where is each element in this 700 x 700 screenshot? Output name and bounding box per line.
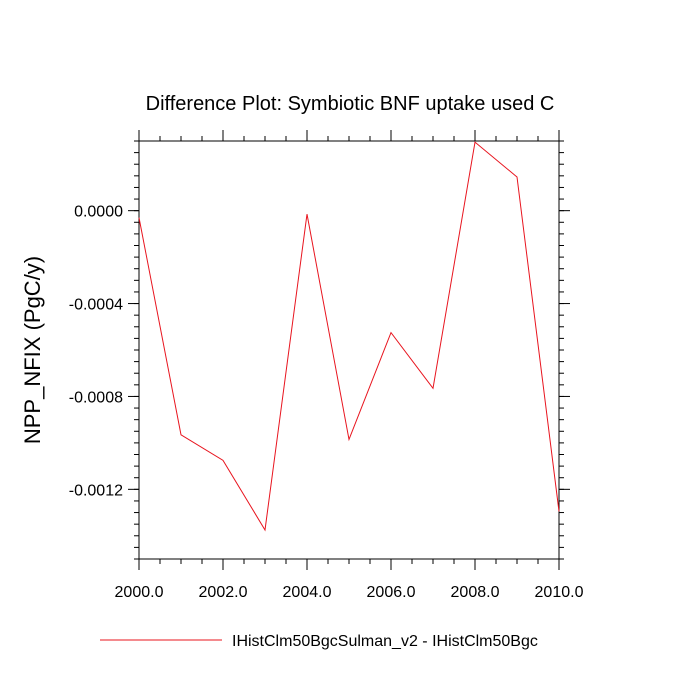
y-tick-label: -0.0008: [69, 389, 123, 406]
x-tick-label: 2004.0: [283, 584, 332, 601]
plot-frame: [138, 140, 560, 560]
y-tick-label: -0.0012: [69, 482, 123, 499]
x-tick-label: 2008.0: [451, 584, 500, 601]
plot-area: 0.0000 -0.0004 -0.0008 -0.0012 2000.0 2002.0 2…: [69, 130, 584, 601]
x-tick-label: 2000.0: [115, 584, 164, 601]
x-tick-label: 2006.0: [367, 584, 416, 601]
y-tick-label: 0.0000: [74, 204, 123, 221]
series-line: [138, 141, 560, 532]
legend-label: IHistClm50BgcSulman_v2 - IHistClm50Bgc: [232, 633, 538, 650]
chart-title: Difference Plot: Symbiotic BNF uptake us…: [146, 93, 555, 115]
x-tick-label: 2010.0: [535, 584, 584, 601]
legend: IHistClm50BgcSulman_v2 - IHistClm50Bgc: [100, 633, 538, 650]
y-axis-label: NPP_NFIX (PgC/y): [20, 256, 45, 444]
y-tick-label: -0.0004: [69, 297, 123, 314]
x-tick-label: 2002.0: [199, 584, 248, 601]
